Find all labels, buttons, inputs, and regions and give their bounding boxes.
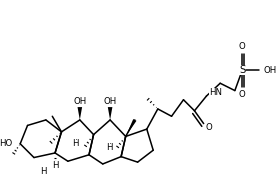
Text: OH: OH bbox=[73, 97, 86, 106]
Text: HO: HO bbox=[0, 139, 13, 148]
Polygon shape bbox=[126, 119, 136, 136]
Polygon shape bbox=[108, 107, 112, 120]
Text: S: S bbox=[239, 65, 245, 75]
Text: OH: OH bbox=[104, 97, 117, 106]
Text: O: O bbox=[239, 42, 246, 51]
Text: H: H bbox=[52, 161, 58, 170]
Text: O: O bbox=[239, 90, 246, 99]
Text: HN: HN bbox=[209, 88, 222, 97]
Text: O: O bbox=[206, 123, 213, 132]
Text: Ḣ: Ḣ bbox=[72, 139, 78, 148]
Polygon shape bbox=[78, 107, 82, 120]
Text: H: H bbox=[40, 167, 46, 176]
Text: Ḣ: Ḣ bbox=[106, 143, 112, 152]
Text: OH: OH bbox=[263, 66, 276, 75]
